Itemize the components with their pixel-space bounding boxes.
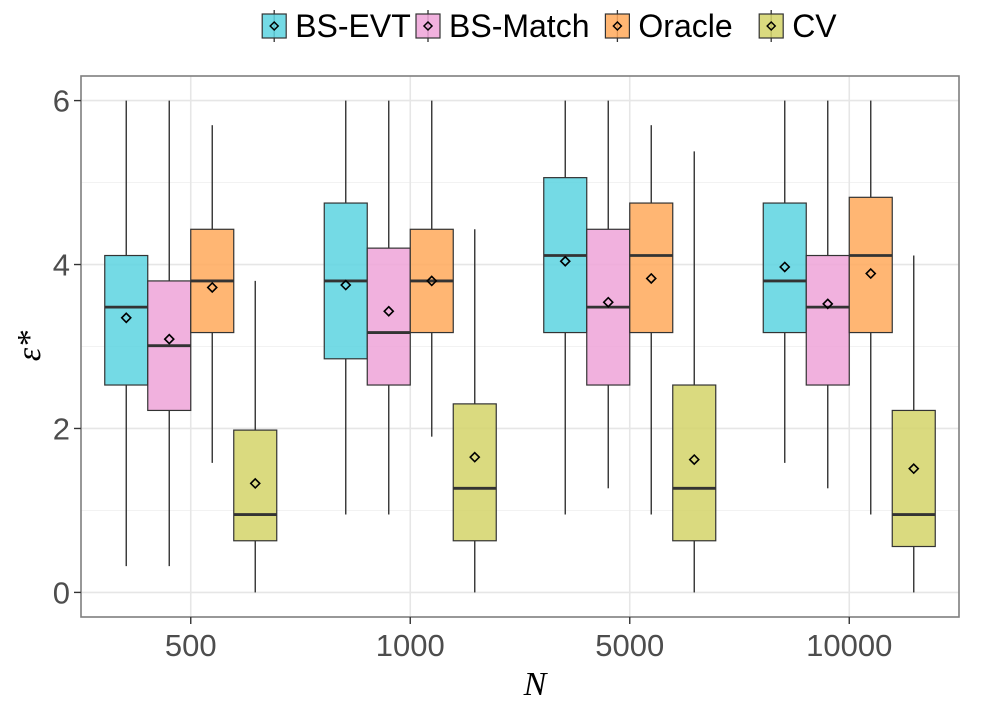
legend-key-box	[604, 13, 631, 39]
legend-key-mean-marker	[422, 20, 434, 32]
x-tick-label: 5000	[595, 628, 664, 663]
x-tick-label: 10000	[806, 628, 892, 663]
bs-match-1000-mean-marker	[383, 305, 395, 317]
series-cv	[233, 151, 936, 593]
oracle-10000-box	[848, 196, 893, 334]
bs-evt-500-mean-marker	[120, 312, 132, 324]
bs-match-5000-mean-marker	[602, 296, 614, 308]
oracle-500-mean-marker	[206, 281, 218, 294]
legend-key-mean-marker	[269, 20, 280, 32]
cv-500-box	[233, 429, 278, 542]
box-series	[104, 100, 936, 593]
gridlines	[81, 76, 959, 617]
legend-label: CV	[792, 8, 837, 44]
bs-evt-10000-mean-marker	[779, 261, 791, 273]
bs-evt-500-box	[104, 254, 149, 386]
legend-key-mean-marker	[766, 20, 777, 32]
legend-item-oracle: Oracle	[604, 8, 733, 44]
bs-match-10000-mean-marker	[822, 298, 834, 310]
bs-match-10000-box	[805, 254, 850, 386]
series-bs-match	[147, 100, 850, 567]
legend: BS-EVT BS-Match Oracle CV	[261, 8, 837, 44]
cv-1000-mean-marker	[469, 451, 481, 463]
x-tick-label: 500	[165, 628, 217, 663]
oracle-1000-mean-marker	[426, 275, 438, 287]
bs-evt-5000-mean-marker	[559, 255, 571, 267]
legend-key-box	[261, 13, 287, 39]
y-tick-label: 4	[53, 248, 70, 283]
x-tick-label: 1000	[376, 628, 445, 663]
y-axis-title: ε*	[11, 331, 48, 361]
x-axis-title: N	[523, 666, 549, 703]
cv-10000-box	[891, 409, 936, 548]
legend-key-box	[758, 13, 784, 39]
cv-1000-box	[452, 403, 497, 542]
oracle-5000-mean-marker	[645, 272, 657, 285]
legend-label: BS-Match	[449, 8, 589, 44]
bs-evt-1000-mean-marker	[340, 279, 352, 291]
cv-10000-mean-marker	[908, 463, 920, 475]
series-bs-evt	[104, 100, 807, 567]
x-axis-ticks: 500 1000 5000 10000	[165, 617, 892, 663]
y-axis-ticks: 0 2 4 6	[53, 84, 81, 610]
series-oracle	[190, 100, 893, 515]
plot-border	[80, 75, 960, 618]
legend-item-bs-evt: BS-EVT	[261, 8, 411, 44]
legend-key-mean-marker	[612, 20, 623, 32]
legend-label: Oracle	[638, 8, 732, 44]
bs-match-500-mean-marker	[163, 333, 175, 345]
legend-item-bs-match: BS-Match	[415, 8, 589, 44]
bs-evt-10000-box	[762, 202, 807, 334]
y-tick-label: 2	[53, 411, 70, 446]
oracle-5000-box	[629, 202, 674, 334]
y-tick-label: 0	[53, 575, 70, 610]
cv-5000-box	[672, 384, 717, 542]
y-tick-label: 6	[53, 84, 70, 119]
oracle-10000-mean-marker	[865, 267, 877, 280]
cv-5000-mean-marker	[688, 453, 700, 466]
legend-key-box	[415, 13, 441, 39]
legend-item-cv: CV	[758, 8, 837, 44]
cv-500-mean-marker	[249, 477, 261, 490]
legend-label: BS-EVT	[295, 8, 411, 44]
